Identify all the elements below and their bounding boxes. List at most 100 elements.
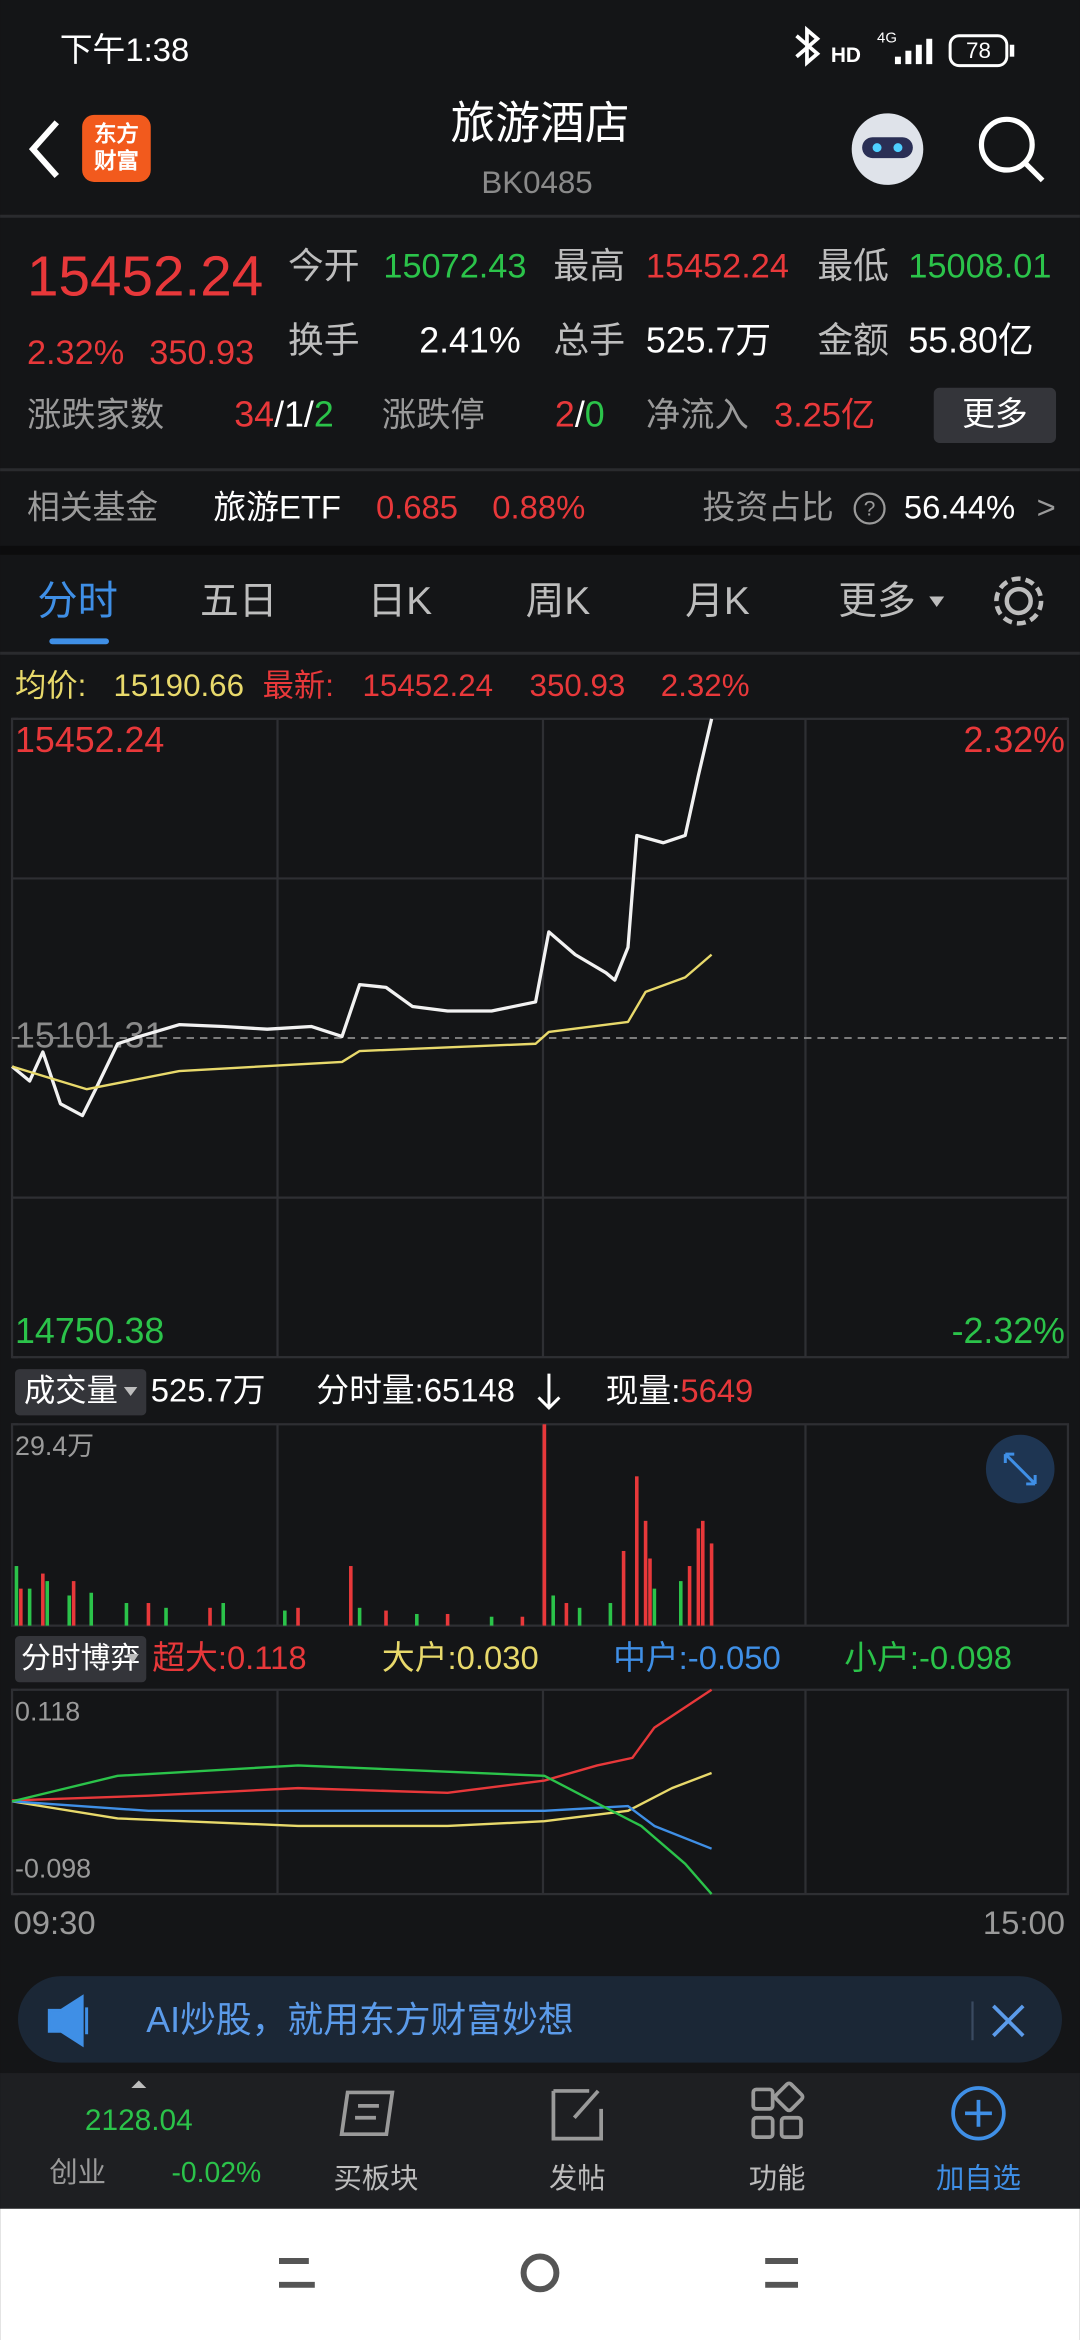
legend-name: 中户: [613, 1639, 688, 1676]
limit-label: 涨跌停 [382, 397, 485, 435]
system-nav-buttons[interactable] [279, 2253, 799, 2293]
series-line [11, 953, 713, 1091]
volume-bar [67, 1595, 72, 1626]
separator: / [575, 395, 585, 435]
legend-name: 大户: [382, 1639, 457, 1676]
volume-bar [551, 1595, 555, 1626]
nav-item[interactable]: 加自选 [936, 2163, 1021, 2195]
volume-bar [520, 1616, 525, 1626]
tab-indicator [49, 638, 109, 645]
volume-bar [445, 1613, 450, 1626]
breadth-label: 涨跌家数 [27, 397, 164, 435]
more-button[interactable] [933, 387, 1057, 443]
y2-tick-label: -2.32% [952, 1311, 1065, 1351]
page-title: 旅游酒店 [451, 99, 630, 149]
y-tick-label: 0.118 [15, 1697, 80, 1727]
legend-name: 小户: [844, 1639, 919, 1676]
assistant-avatar[interactable] [851, 113, 924, 185]
volume-bar [564, 1603, 569, 1626]
stat-value: 2.41% [419, 320, 520, 360]
volume-bar [648, 1558, 652, 1626]
change-amount: 350.93 [149, 334, 254, 372]
help-icon[interactable] [853, 492, 886, 525]
legend-entry: 小户:-0.098 [844, 1639, 1012, 1676]
volume-bar [643, 1520, 648, 1626]
battery-level: 78 [966, 38, 991, 63]
y-tick-label: -0.098 [15, 1853, 91, 1883]
legend-value: -0.050 [688, 1639, 781, 1676]
index-percent[interactable]: -0.02% [171, 2157, 261, 2189]
sector-code: BK0485 [481, 165, 592, 200]
volume-bar [208, 1607, 212, 1626]
y-tick-label: 29.4万 [15, 1431, 94, 1461]
system-nav [0, 2208, 1080, 2340]
current-volume: 5649 [680, 1372, 753, 1409]
tab[interactable]: 五日 [200, 580, 278, 623]
ratio-arrow[interactable]: > [1037, 489, 1056, 526]
index-value[interactable]: 2128.04 [85, 2104, 193, 2137]
volume-bar [357, 1607, 362, 1626]
expand-button[interactable] [985, 1434, 1055, 1504]
help-icon-text[interactable]: ? [864, 498, 876, 521]
volume-bar [124, 1603, 129, 1626]
nav-item[interactable]: 买板块 [333, 2163, 418, 2195]
dropdown-arrow [929, 596, 945, 607]
ratio-value: 56.44% [904, 489, 1015, 526]
limit-down: 0 [585, 395, 605, 435]
nav-icons [339, 2081, 805, 2141]
series-line [11, 718, 714, 1118]
speaker-icon [47, 1994, 89, 2048]
y-tick-label: 15452.24 [15, 720, 164, 760]
change-percent: 2.32% [27, 334, 124, 372]
banner-close[interactable] [992, 2004, 1025, 2038]
fund-name[interactable]: 旅游ETF [213, 489, 341, 526]
tab[interactable]: 分时 [37, 579, 118, 624]
banner-text[interactable]: AI炒股，就用东方财富妙想 [146, 2000, 573, 2040]
tab[interactable]: 日K [367, 580, 432, 623]
tab[interactable]: 月K [685, 580, 750, 623]
last-change: 350.93 [530, 668, 626, 703]
fund-percent: 0.88% [492, 489, 585, 526]
fund-label: 相关基金 [27, 489, 158, 526]
stat-label: 今开 [288, 246, 360, 286]
volume-bar [577, 1607, 582, 1626]
logo-text: 东方 [94, 121, 139, 147]
nav-item[interactable]: 发帖 [549, 2163, 606, 2195]
legend-value: 0.118 [227, 1639, 307, 1676]
series-line [11, 1771, 713, 1828]
volume-bar [221, 1603, 226, 1626]
last-percent: 2.32% [661, 668, 750, 703]
settings-button[interactable] [994, 576, 1044, 626]
nav-item[interactable]: 功能 [749, 2163, 806, 2195]
tab[interactable]: 周K [526, 580, 591, 623]
status-icons: HD 4G [795, 25, 1015, 67]
avg-label: 均价: [15, 668, 86, 703]
flow-legend: 超大:0.118 大户:0.030 中户:-0.050 小户:-0.098 [152, 1639, 1012, 1676]
volume-bar [45, 1581, 50, 1626]
legend-value: -0.098 [919, 1639, 1012, 1676]
x-tick-label: 09:30 [14, 1904, 96, 1941]
more-button-label[interactable]: 更多 [962, 395, 1028, 432]
volume-selector[interactable] [15, 1369, 147, 1416]
stat-label: 最高 [553, 246, 625, 286]
flow-selector[interactable] [15, 1636, 147, 1683]
index-name[interactable]: 创业 [49, 2157, 106, 2189]
back-button[interactable] [28, 120, 60, 178]
x-tick-label: 15:00 [983, 1904, 1065, 1941]
search-button[interactable] [978, 116, 1045, 183]
ai-banner[interactable] [18, 1976, 1062, 2063]
down-arrow [537, 1373, 561, 1410]
flow-selector-label[interactable]: 分时博弈 [21, 1642, 140, 1675]
stat-label: 最低 [817, 246, 889, 286]
stat-value: 55.80亿 [908, 320, 1033, 360]
series-line [11, 1800, 713, 1850]
tab[interactable]: 更多 [838, 580, 916, 623]
stat-value: 15452.24 [646, 248, 789, 286]
y2-tick-label: 2.32% [964, 720, 1065, 760]
status-network: 4G [877, 31, 897, 47]
expand-arrow[interactable] [131, 2080, 147, 2088]
volume-selector-label[interactable]: 成交量 [24, 1373, 118, 1408]
volume-bar [283, 1610, 287, 1626]
stat-label: 金额 [817, 320, 889, 360]
